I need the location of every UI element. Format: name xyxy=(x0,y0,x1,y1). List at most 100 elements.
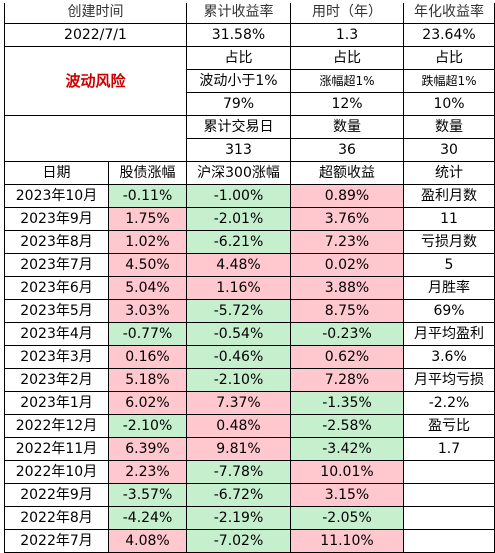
excess-return-cell[interactable]: 3.88% xyxy=(290,276,404,300)
risk-count-label-1[interactable]: 累计交易日 xyxy=(186,115,291,139)
excess-return-cell[interactable]: 7.28% xyxy=(290,368,404,392)
risk-pct-2[interactable]: 12% xyxy=(290,92,404,116)
excess-return-cell[interactable]: -2.05% xyxy=(290,506,404,530)
stat-cell[interactable]: 盈利月数 xyxy=(403,184,495,208)
stat-cell[interactable]: 69% xyxy=(403,299,495,323)
risk-count-label-2[interactable]: 数量 xyxy=(290,115,404,139)
hs300-return-cell[interactable]: 4.48% xyxy=(186,253,291,277)
month-date-cell[interactable]: 2023年6月 xyxy=(4,276,109,300)
month-date-cell[interactable]: 2023年5月 xyxy=(4,299,109,323)
excess-return-cell[interactable]: -2.58% xyxy=(290,414,404,438)
stat-cell[interactable]: 月平均盈利 xyxy=(403,322,495,346)
risk-desc-2[interactable]: 涨幅超1% xyxy=(290,69,404,93)
excess-return-header[interactable]: 超额收益 xyxy=(290,161,404,185)
risk-desc-3[interactable]: 跌幅超1% xyxy=(403,69,495,93)
excess-return-cell[interactable]: -3.42% xyxy=(290,437,404,461)
created-time-value[interactable]: 2022/7/1 xyxy=(4,23,187,47)
date-header[interactable]: 日期 xyxy=(4,161,109,185)
stat-cell[interactable]: 亏损月数 xyxy=(403,230,495,254)
excess-return-cell[interactable]: -1.35% xyxy=(290,391,404,415)
bond-return-cell[interactable]: -3.57% xyxy=(108,483,187,507)
month-date-cell[interactable]: 2022年9月 xyxy=(4,483,109,507)
bond-return-cell[interactable]: 1.75% xyxy=(108,207,187,231)
cumulative-return-header[interactable]: 累计收益率 xyxy=(186,0,291,24)
bond-return-cell[interactable]: 2.23% xyxy=(108,460,187,484)
years-value[interactable]: 1.3 xyxy=(290,23,404,47)
hs300-return-cell[interactable]: 1.16% xyxy=(186,276,291,300)
hs300-return-cell[interactable]: -5.72% xyxy=(186,299,291,323)
excess-return-cell[interactable]: 8.75% xyxy=(290,299,404,323)
risk-ratio-label-3[interactable]: 占比 xyxy=(403,46,495,70)
month-date-cell[interactable]: 2022年11月 xyxy=(4,437,109,461)
excess-return-cell[interactable]: 0.02% xyxy=(290,253,404,277)
excess-return-cell[interactable]: 3.15% xyxy=(290,483,404,507)
hs300-return-cell[interactable]: -2.19% xyxy=(186,506,291,530)
bond-return-cell[interactable]: -0.11% xyxy=(108,184,187,208)
created-time-header[interactable]: 创建时间 xyxy=(4,0,187,24)
bond-return-cell[interactable]: 1.02% xyxy=(108,230,187,254)
hs300-return-header[interactable]: 沪深300涨幅 xyxy=(186,161,291,185)
month-date-cell[interactable]: 2023年2月 xyxy=(4,368,109,392)
bond-return-cell[interactable]: 5.18% xyxy=(108,368,187,392)
stat-cell[interactable]: 5 xyxy=(403,253,495,277)
month-date-cell[interactable]: 2023年3月 xyxy=(4,345,109,369)
bond-return-cell[interactable]: -4.24% xyxy=(108,506,187,530)
volatility-risk-label[interactable]: 波动风险 xyxy=(4,46,187,116)
bond-return-cell[interactable]: 6.39% xyxy=(108,437,187,461)
bond-return-cell[interactable]: 3.03% xyxy=(108,299,187,323)
bond-return-cell[interactable]: 4.08% xyxy=(108,529,187,553)
risk-pct-1[interactable]: 79% xyxy=(186,92,291,116)
month-date-cell[interactable]: 2022年12月 xyxy=(4,414,109,438)
risk-desc-1[interactable]: 波动小于1% xyxy=(186,69,291,93)
hs300-return-cell[interactable]: -7.78% xyxy=(186,460,291,484)
risk-count-1[interactable]: 313 xyxy=(186,138,291,162)
stat-cell[interactable] xyxy=(403,529,495,553)
bond-return-header[interactable]: 股债涨幅 xyxy=(108,161,187,185)
hs300-return-cell[interactable]: -1.00% xyxy=(186,184,291,208)
month-date-cell[interactable]: 2022年10月 xyxy=(4,460,109,484)
stat-cell[interactable] xyxy=(403,483,495,507)
excess-return-cell[interactable]: 0.89% xyxy=(290,184,404,208)
stat-cell[interactable]: -2.2% xyxy=(403,391,495,415)
month-date-cell[interactable]: 2023年1月 xyxy=(4,391,109,415)
hs300-return-cell[interactable]: -0.54% xyxy=(186,322,291,346)
bond-return-cell[interactable]: 6.02% xyxy=(108,391,187,415)
stat-cell[interactable] xyxy=(403,460,495,484)
bond-return-cell[interactable]: -0.77% xyxy=(108,322,187,346)
bond-return-cell[interactable]: 5.04% xyxy=(108,276,187,300)
annualized-return-value[interactable]: 23.64% xyxy=(403,23,495,47)
risk-blank-cell[interactable] xyxy=(4,115,187,162)
hs300-return-cell[interactable]: -6.72% xyxy=(186,483,291,507)
stat-cell[interactable]: 1.7 xyxy=(403,437,495,461)
risk-count-label-3[interactable]: 数量 xyxy=(403,115,495,139)
risk-ratio-label-2[interactable]: 占比 xyxy=(290,46,404,70)
hs300-return-cell[interactable]: -7.02% xyxy=(186,529,291,553)
risk-pct-3[interactable]: 10% xyxy=(403,92,495,116)
excess-return-cell[interactable]: 3.76% xyxy=(290,207,404,231)
cumulative-return-value[interactable]: 31.58% xyxy=(186,23,291,47)
hs300-return-cell[interactable]: -6.21% xyxy=(186,230,291,254)
years-header[interactable]: 用时（年） xyxy=(290,0,404,24)
bond-return-cell[interactable]: 0.16% xyxy=(108,345,187,369)
stat-cell[interactable]: 11 xyxy=(403,207,495,231)
stat-cell[interactable]: 盈亏比 xyxy=(403,414,495,438)
excess-return-cell[interactable]: -0.23% xyxy=(290,322,404,346)
risk-count-2[interactable]: 36 xyxy=(290,138,404,162)
hs300-return-cell[interactable]: 0.48% xyxy=(186,414,291,438)
stat-cell[interactable]: 3.6% xyxy=(403,345,495,369)
hs300-return-cell[interactable]: -2.01% xyxy=(186,207,291,231)
stat-cell[interactable]: 月胜率 xyxy=(403,276,495,300)
month-date-cell[interactable]: 2022年8月 xyxy=(4,506,109,530)
bond-return-cell[interactable]: 4.50% xyxy=(108,253,187,277)
month-date-cell[interactable]: 2023年8月 xyxy=(4,230,109,254)
month-date-cell[interactable]: 2023年7月 xyxy=(4,253,109,277)
stats-header[interactable]: 统计 xyxy=(403,161,495,185)
stat-cell[interactable]: 月平均亏损 xyxy=(403,368,495,392)
month-date-cell[interactable]: 2022年7月 xyxy=(4,529,109,553)
risk-count-3[interactable]: 30 xyxy=(403,138,495,162)
hs300-return-cell[interactable]: -2.10% xyxy=(186,368,291,392)
bond-return-cell[interactable]: -2.10% xyxy=(108,414,187,438)
excess-return-cell[interactable]: 7.23% xyxy=(290,230,404,254)
excess-return-cell[interactable]: 10.01% xyxy=(290,460,404,484)
hs300-return-cell[interactable]: -0.46% xyxy=(186,345,291,369)
